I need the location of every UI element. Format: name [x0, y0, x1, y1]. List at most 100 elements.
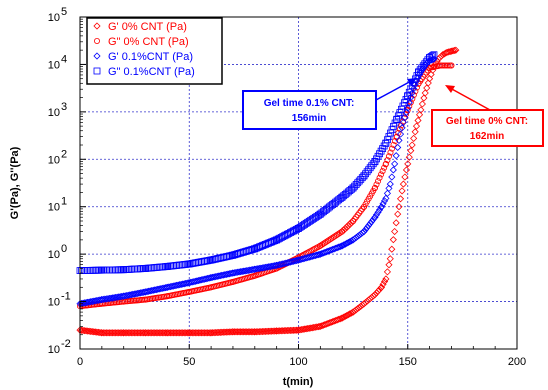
- data-point: [166, 329, 175, 337]
- data-point: [324, 237, 331, 244]
- data-point: [347, 309, 355, 317]
- y-tick-label: 10: [48, 59, 60, 71]
- data-point: [108, 329, 117, 337]
- data-point: [155, 329, 163, 337]
- data-point: [386, 180, 394, 188]
- data-point: [440, 62, 447, 69]
- series-3: [76, 51, 438, 274]
- data-point: [381, 197, 389, 205]
- x-axis-label: t(min): [283, 376, 314, 388]
- data-point: [385, 153, 392, 160]
- data-point: [392, 219, 400, 227]
- legend-label: G' 0.1%CNT (Pa): [108, 51, 193, 63]
- data-point: [399, 118, 407, 126]
- data-point: [321, 239, 328, 246]
- data-point: [190, 329, 198, 337]
- data-point: [323, 238, 330, 245]
- data-point: [154, 329, 162, 337]
- data-point: [191, 329, 199, 337]
- data-point: [372, 211, 381, 219]
- data-point: [352, 306, 360, 314]
- data-point: [446, 62, 453, 69]
- data-point: [148, 329, 156, 337]
- data-point: [338, 242, 346, 250]
- data-point: [123, 329, 131, 337]
- data-point: [394, 143, 402, 152]
- data-point: [335, 315, 343, 323]
- data-point: [238, 328, 246, 336]
- data-point: [129, 329, 137, 337]
- data-point: [127, 329, 135, 337]
- data-point: [396, 130, 405, 138]
- data-point: [173, 329, 181, 337]
- data-point: [348, 219, 355, 226]
- data-point: [145, 329, 153, 337]
- callout-arrowhead-0-1-cnt: [407, 78, 417, 86]
- data-point: [176, 329, 184, 337]
- data-point: [98, 329, 106, 337]
- data-point: [132, 329, 140, 337]
- data-point: [354, 232, 362, 240]
- y-tick-label: 10: [48, 12, 60, 24]
- legend-entry-1: G" 0% CNT (Pa): [94, 36, 189, 48]
- data-point: [420, 94, 428, 102]
- data-point: [124, 329, 132, 337]
- data-point: [358, 229, 366, 237]
- y-tick-label: 10: [48, 297, 60, 309]
- legend-marker: [93, 67, 101, 75]
- data-point: [336, 315, 344, 323]
- data-point: [379, 280, 387, 288]
- legend-label: G" 0.1%CNT (Pa): [108, 66, 195, 78]
- data-point: [200, 329, 209, 337]
- data-point: [230, 328, 239, 336]
- data-point: [351, 307, 359, 315]
- legend-entries: G' 0% CNT (Pa) G" 0% CNT (Pa) G' 0.1%CNT (…: [93, 21, 195, 78]
- callout-arrowhead-0-cnt: [445, 85, 455, 93]
- data-point: [382, 194, 390, 202]
- data-point: [412, 122, 421, 130]
- data-point: [329, 234, 336, 241]
- data-point: [355, 303, 363, 311]
- callout-text-0-1-cnt-line2: 156min: [292, 113, 326, 124]
- data-point: [188, 329, 196, 337]
- data-point: [445, 62, 452, 69]
- data-point: [404, 160, 412, 168]
- data-point: [430, 51, 438, 59]
- data-point: [87, 327, 95, 335]
- data-point: [169, 329, 178, 337]
- data-point: [398, 187, 406, 195]
- data-point: [84, 327, 92, 335]
- y-tick-label: 10: [48, 344, 60, 356]
- data-point: [196, 329, 204, 337]
- data-point: [346, 310, 354, 318]
- data-point: [415, 111, 424, 119]
- data-point: [320, 240, 327, 247]
- data-point: [447, 47, 456, 55]
- data-point: [439, 62, 446, 69]
- data-point: [353, 213, 360, 220]
- data-point: [408, 141, 416, 149]
- data-point: [199, 329, 207, 337]
- callout-gel-time-0-1-cnt: Gel time 0.1% CNT: 156min: [242, 78, 417, 130]
- data-point: [246, 328, 254, 336]
- data-point: [79, 326, 87, 335]
- data-point: [232, 328, 240, 336]
- data-point: [202, 329, 210, 337]
- data-point: [82, 327, 90, 335]
- y-tick-exponent: 4: [61, 53, 67, 65]
- data-point: [120, 329, 128, 337]
- y-tick-exponent: 0: [61, 243, 67, 255]
- data-point: [335, 243, 343, 251]
- y-tick-label: 10: [48, 202, 60, 214]
- data-point: [177, 329, 185, 337]
- data-point: [205, 329, 213, 337]
- data-point: [389, 145, 396, 152]
- data-point: [421, 89, 429, 97]
- y-tick-label: 10: [48, 107, 60, 119]
- data-point: [371, 184, 378, 191]
- data-point: [85, 327, 93, 335]
- data-point: [391, 227, 399, 236]
- data-point: [390, 141, 397, 148]
- data-point: [414, 116, 422, 125]
- data-point: [165, 329, 173, 337]
